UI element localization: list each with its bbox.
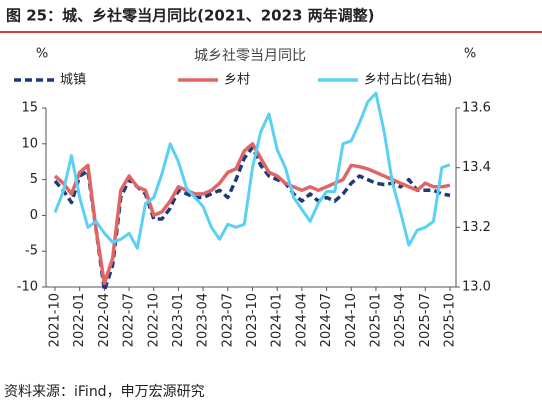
x-tick-label: 2024-04 bbox=[294, 293, 309, 347]
chart-subtitle: 城乡社零当月同比 bbox=[194, 48, 306, 64]
x-tick-label: 2022-07 bbox=[122, 293, 137, 347]
line-series bbox=[53, 142, 451, 286]
y-tick-label: -5 bbox=[25, 244, 38, 259]
y2-tick-label: 13.2 bbox=[462, 220, 491, 235]
y2-tick-label: 13.6 bbox=[462, 101, 491, 116]
x-tick-label: 2025-07 bbox=[418, 293, 433, 347]
x-tick-label: 2023-07 bbox=[220, 293, 235, 347]
x-tick-label: 2022-04 bbox=[97, 293, 112, 347]
x-tick-label: 2023-10 bbox=[245, 293, 260, 347]
y-tick-label: 0 bbox=[30, 208, 38, 223]
y-tick-label: 5 bbox=[30, 172, 38, 187]
line-series bbox=[53, 91, 451, 250]
x-tick-label: 2022-01 bbox=[72, 293, 87, 347]
source: 资料来源：iFind，申万宏源研究 bbox=[4, 384, 205, 400]
x-tick-label: 2022-10 bbox=[146, 293, 161, 347]
y-axis-label: % bbox=[36, 47, 48, 62]
x-tick-label: 2024-01 bbox=[270, 293, 285, 347]
y2-axis-label: % bbox=[464, 47, 476, 62]
x-tick-label: 2024-10 bbox=[344, 293, 359, 347]
y-tick-label: 10 bbox=[21, 136, 38, 151]
x-tick-label: 2025-10 bbox=[443, 293, 458, 347]
x-tick-label: 2023-04 bbox=[196, 293, 211, 347]
y2-tick-label: 13.4 bbox=[462, 160, 491, 175]
x-tick-label: 2025-04 bbox=[393, 293, 408, 347]
x-tick-label: 2024-07 bbox=[319, 293, 334, 347]
x-tick-label: 2023-01 bbox=[171, 293, 186, 347]
x-tick-label: 2021-10 bbox=[48, 293, 63, 347]
x-tick-label: 2025-01 bbox=[368, 293, 383, 347]
y-tick-label: 15 bbox=[21, 101, 38, 116]
legend-label: 乡村 bbox=[224, 73, 250, 88]
y-tick-label: -10 bbox=[17, 280, 38, 295]
legend-label: 城镇 bbox=[60, 73, 86, 88]
legend-label: 乡村占比(右轴) bbox=[364, 73, 452, 88]
y2-tick-label: 13.0 bbox=[462, 280, 491, 295]
chart-title: 图 25：城、乡社零当月同比(2021、2023 两年调整) bbox=[6, 7, 375, 25]
